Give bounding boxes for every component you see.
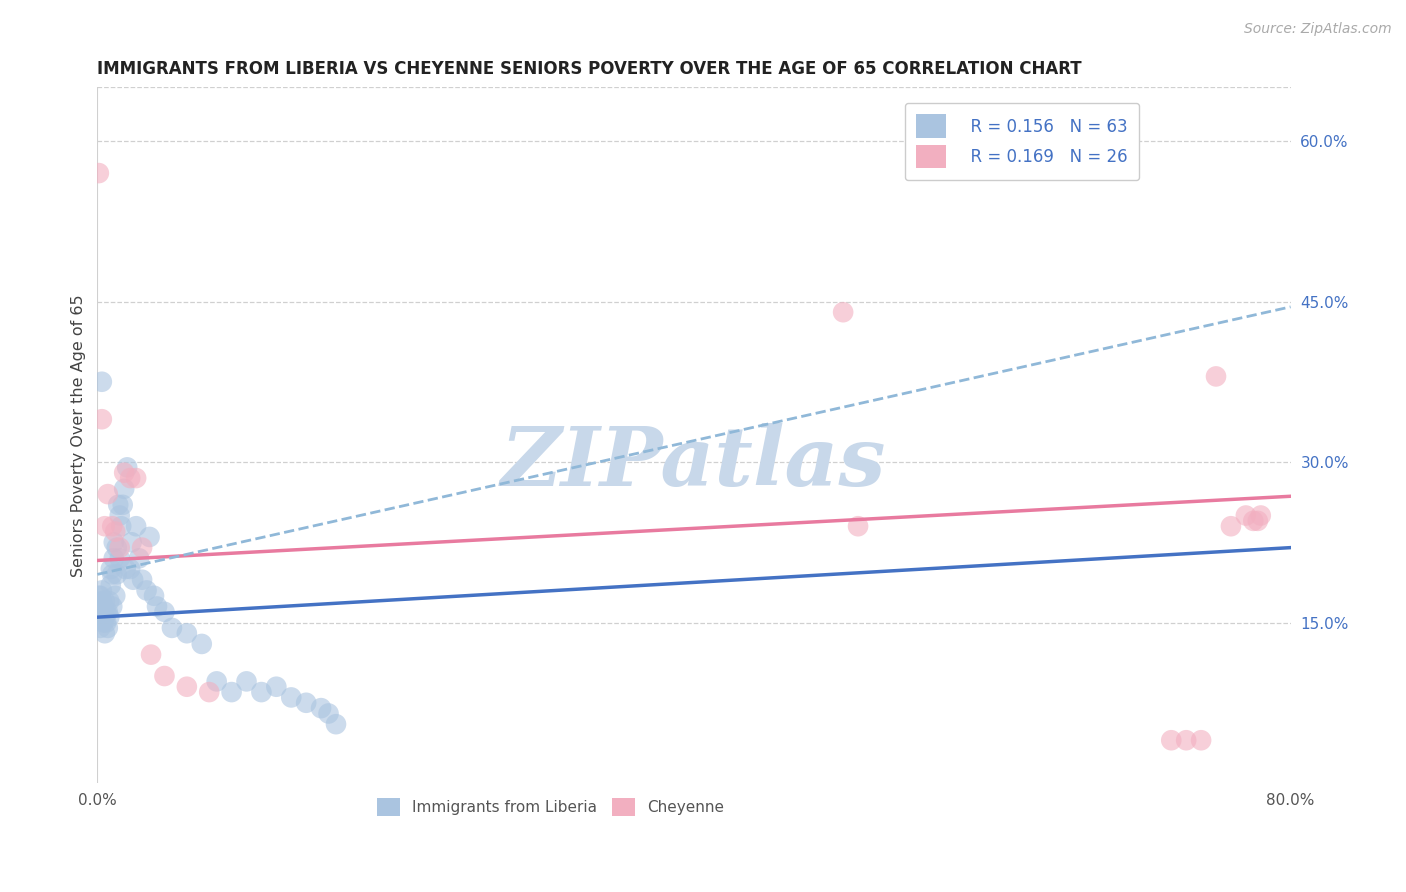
Point [266, 680, 288, 694]
Point [90, 412, 112, 426]
Point [1241, 514, 1264, 528]
Point [108, 541, 131, 555]
Point [104, 524, 127, 539]
Point [104, 589, 127, 603]
Point [131, 541, 153, 555]
Point [146, 599, 169, 614]
Point [100, 562, 122, 576]
Point [94, 519, 117, 533]
Point [87, 599, 110, 614]
Point [1234, 508, 1257, 523]
Point [103, 551, 125, 566]
Point [139, 648, 162, 662]
Point [1247, 514, 1270, 528]
Point [131, 573, 153, 587]
Point [176, 680, 198, 694]
Point [135, 583, 157, 598]
Point [89, 621, 111, 635]
Text: IMMIGRANTS FROM LIBERIA VS CHEYENNE SENIORS POVERTY OVER THE AGE OF 65 CORRELATI: IMMIGRANTS FROM LIBERIA VS CHEYENNE SENI… [97, 60, 1083, 78]
Point [114, 562, 136, 576]
Point [89, 610, 111, 624]
Point [87, 166, 110, 180]
Point [112, 482, 135, 496]
Point [318, 706, 340, 721]
Point [97, 487, 120, 501]
Y-axis label: Seniors Poverty Over the Age of 65: Seniors Poverty Over the Age of 65 [72, 294, 86, 576]
Point [101, 599, 124, 614]
Point [160, 621, 183, 635]
Point [101, 567, 124, 582]
Point [190, 637, 212, 651]
Point [143, 589, 166, 603]
Point [101, 519, 124, 533]
Point [96, 605, 118, 619]
Point [120, 471, 142, 485]
Point [94, 594, 117, 608]
Point [105, 567, 128, 582]
Text: Source: ZipAtlas.com: Source: ZipAtlas.com [1244, 22, 1392, 37]
Point [94, 610, 117, 624]
Point [90, 594, 112, 608]
Point [89, 589, 111, 603]
Point [122, 573, 145, 587]
Point [235, 674, 257, 689]
Point [221, 685, 243, 699]
Point [87, 610, 110, 624]
Point [205, 674, 228, 689]
Point [103, 535, 125, 549]
Point [1219, 519, 1241, 533]
Point [1189, 733, 1212, 747]
Point [96, 615, 118, 630]
Point [280, 690, 302, 705]
Point [90, 375, 112, 389]
Point [90, 583, 112, 598]
Point [250, 685, 273, 699]
Point [1205, 369, 1227, 384]
Point [89, 599, 111, 614]
Point [1160, 733, 1182, 747]
Point [115, 460, 138, 475]
Point [108, 551, 131, 566]
Point [112, 466, 135, 480]
Point [97, 605, 120, 619]
Point [198, 685, 221, 699]
Point [90, 610, 112, 624]
Point [1175, 733, 1198, 747]
Point [295, 696, 318, 710]
Point [176, 626, 198, 640]
Text: ZIPatlas: ZIPatlas [501, 423, 887, 503]
Point [98, 594, 121, 608]
Point [110, 519, 132, 533]
Point [125, 519, 148, 533]
Point [108, 508, 131, 523]
Point [120, 562, 142, 576]
Point [90, 605, 112, 619]
Point [107, 498, 129, 512]
Point [87, 589, 110, 603]
Point [153, 669, 176, 683]
Point [138, 530, 160, 544]
Point [94, 626, 117, 640]
Point [97, 621, 120, 635]
Point [325, 717, 347, 731]
Point [832, 305, 855, 319]
Point [128, 551, 150, 566]
Point [846, 519, 869, 533]
Point [105, 541, 128, 555]
Point [91, 615, 114, 630]
Point [98, 610, 121, 624]
Point [100, 578, 122, 592]
Point [111, 498, 134, 512]
Point [1250, 508, 1272, 523]
Point [153, 605, 176, 619]
Point [309, 701, 332, 715]
Legend: Immigrants from Liberia, Cheyenne: Immigrants from Liberia, Cheyenne [370, 790, 733, 824]
Point [121, 535, 143, 549]
Point [125, 471, 148, 485]
Point [91, 599, 114, 614]
